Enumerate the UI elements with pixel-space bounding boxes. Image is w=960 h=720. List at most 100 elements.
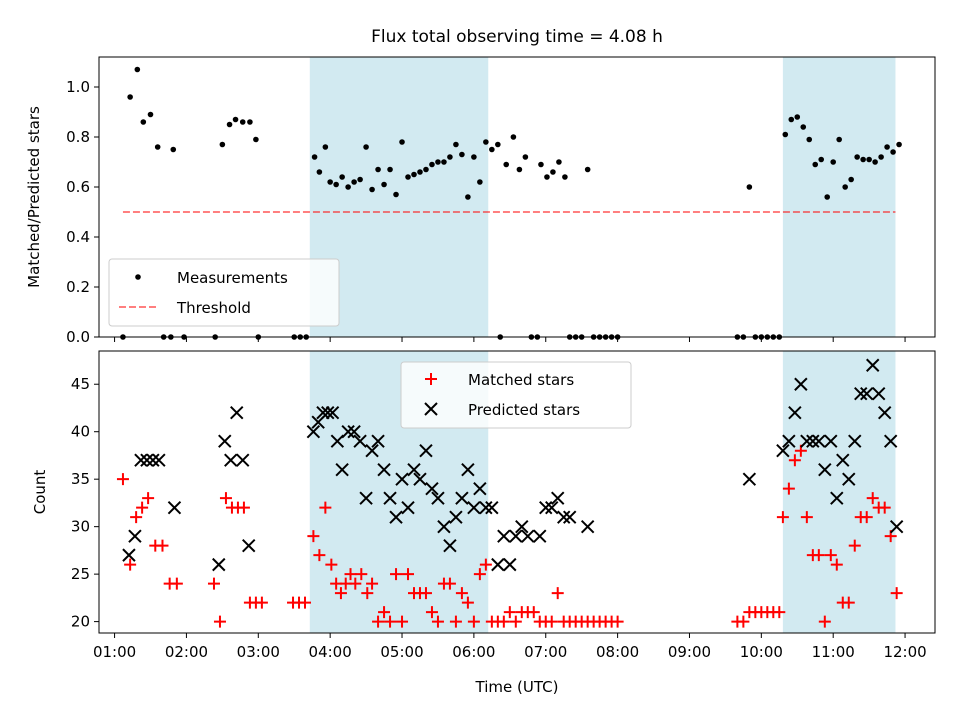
measurement-point	[556, 159, 562, 165]
measurement-point	[471, 154, 477, 160]
matched-stars-point	[824, 549, 837, 562]
predicted-stars-point	[539, 500, 553, 515]
measurement-point	[247, 119, 253, 125]
bottom-xlabel: Time (UTC)	[475, 678, 559, 696]
measurement-point	[381, 181, 387, 188]
top-ytick-label: 0.0	[66, 328, 90, 346]
matched-stars-point	[878, 501, 891, 514]
measurement-point	[878, 154, 884, 160]
matched-stars-point	[344, 568, 357, 581]
measurement-point	[345, 184, 351, 190]
measurement-point	[812, 161, 819, 168]
observing-band-1	[309, 57, 489, 337]
predicted-stars-point	[224, 453, 238, 467]
matched-stars-point	[142, 492, 155, 505]
xtick-label: 04:00	[309, 643, 352, 661]
matched-stars-point	[611, 615, 624, 628]
measurement-point	[854, 154, 860, 160]
measurement-point	[824, 194, 831, 200]
measurement-point	[357, 176, 363, 183]
predicted-stars-point	[341, 424, 355, 439]
predicted-stars-point	[431, 491, 445, 505]
predicted-stars-point	[455, 491, 469, 505]
predicted-stars-point	[236, 453, 250, 467]
measurement-point	[393, 191, 399, 198]
matched-stars-point	[467, 615, 480, 628]
matched-stars-point	[551, 587, 564, 600]
chart-title: Flux total observing time = 4.08 h	[371, 27, 663, 47]
measurement-point	[154, 144, 161, 150]
matched-stars-point	[378, 606, 391, 619]
measurement-point	[405, 174, 411, 180]
measurement-point	[866, 156, 872, 163]
matched-stars-point	[473, 568, 486, 581]
predicted-stars-point	[806, 434, 820, 448]
matched-stars-point	[170, 577, 183, 590]
matched-stars-point	[325, 558, 338, 571]
predicted-stars-point	[788, 406, 802, 420]
measurement-point	[170, 146, 177, 153]
measurement-point	[134, 66, 141, 73]
predicted-stars-point	[325, 406, 340, 420]
predicted-stars-point	[212, 557, 226, 572]
predicted-stars-point	[419, 443, 433, 458]
measurement-point	[800, 124, 807, 130]
predicted-stars-point	[335, 462, 349, 477]
predicted-stars-point	[491, 557, 505, 572]
matched-stars-point	[372, 615, 385, 628]
legend-predicted-label: Predicted stars	[468, 401, 580, 419]
matched-stars-point	[449, 615, 462, 628]
matched-stars-point	[866, 492, 879, 505]
matched-stars-point	[737, 615, 750, 628]
measurement-point	[584, 166, 591, 173]
xtick-label: 12:00	[883, 643, 926, 661]
matched-stars-point	[431, 615, 444, 628]
matched-stars-point	[219, 492, 232, 505]
predicted-stars-point	[134, 453, 148, 467]
measurement-point	[369, 186, 375, 193]
measurement-point	[746, 184, 753, 190]
matched-stars-point	[503, 606, 516, 619]
matched-stars-point	[355, 568, 368, 581]
matched-stars-point	[136, 501, 149, 514]
measurement-point	[860, 156, 866, 163]
predicted-stars-point	[242, 538, 256, 553]
measurement-point	[327, 179, 333, 185]
matched-stars-point	[443, 577, 456, 590]
matched-stars-point	[349, 577, 362, 590]
predicted-stars-point	[824, 434, 838, 448]
predicted-stars-point	[353, 434, 367, 448]
bottom-panel-frame	[98, 350, 936, 634]
measurement-point	[333, 181, 339, 188]
top-ytick-label: 0.6	[66, 178, 90, 196]
predicted-stars-point	[407, 462, 421, 477]
measurement-point	[896, 141, 902, 148]
matched-stars-point	[361, 587, 374, 600]
predicted-stars-point	[316, 406, 330, 420]
matched-stars-point	[455, 587, 468, 600]
predicted-stars-point	[377, 462, 391, 477]
measurement-point	[522, 154, 529, 160]
measurement-point	[239, 119, 246, 125]
predicted-stars-point	[842, 472, 856, 486]
measurement-point	[417, 169, 423, 175]
measurement-point	[495, 141, 501, 148]
measurement-point	[441, 159, 447, 165]
bottom-ytick-label: 40	[71, 423, 90, 441]
measurement-point	[351, 179, 357, 185]
matched-stars-point	[425, 606, 438, 619]
measurement-point	[253, 136, 259, 143]
matched-stars-point	[860, 511, 873, 524]
measurement-point	[872, 159, 878, 165]
measurement-point	[782, 131, 789, 138]
legend-predicted-marker	[424, 402, 438, 416]
matched-stars-point	[366, 577, 379, 590]
predicted-stars-point	[449, 510, 463, 524]
predicted-stars-point	[503, 557, 517, 572]
measurement-point	[538, 161, 544, 168]
predicted-stars-point	[889, 519, 904, 534]
measurement-point	[503, 161, 510, 168]
measurement-point	[140, 119, 147, 125]
measurement-point	[453, 141, 459, 148]
measurement-point	[127, 94, 133, 100]
